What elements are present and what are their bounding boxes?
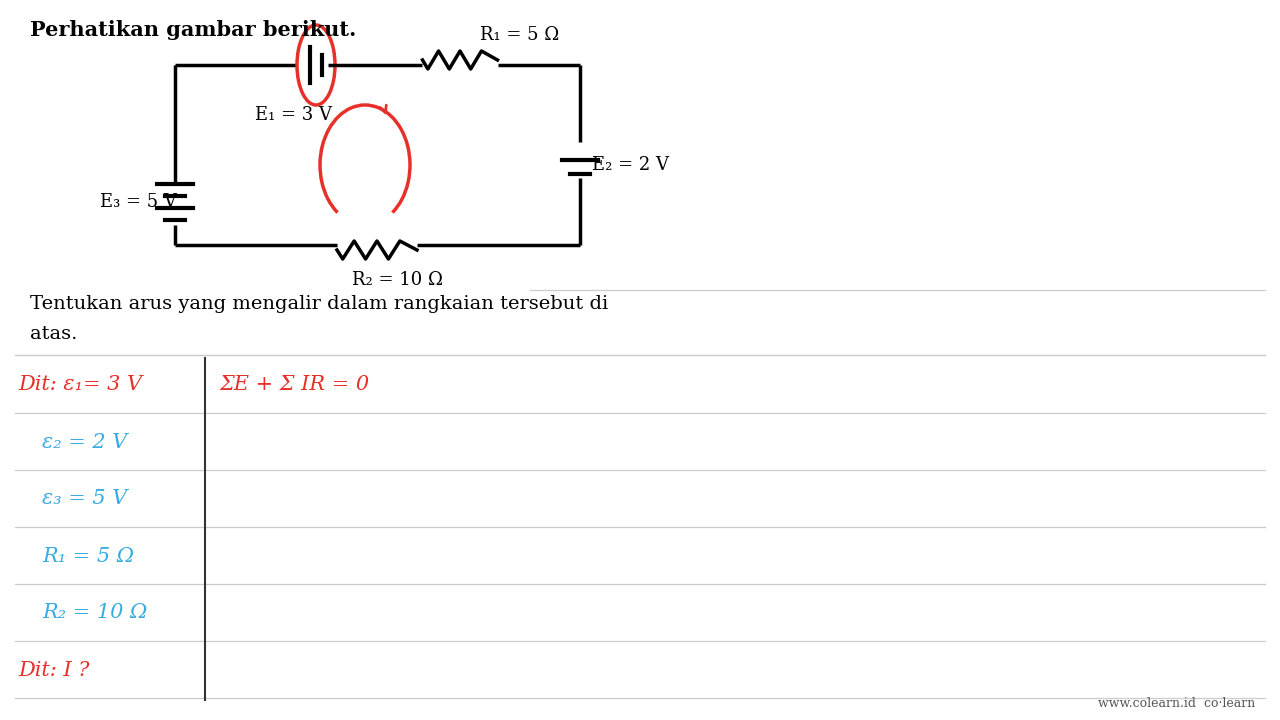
Text: ε₃ = 5 V: ε₃ = 5 V: [42, 490, 128, 508]
Text: E₃ = 5 V: E₃ = 5 V: [100, 193, 177, 211]
Text: R₂ = 10 Ω: R₂ = 10 Ω: [42, 603, 147, 623]
Text: R₁ = 5 Ω: R₁ = 5 Ω: [42, 546, 134, 565]
Text: Dit: ε₁= 3 V: Dit: ε₁= 3 V: [18, 374, 142, 394]
Text: Tentukan arus yang mengalir dalam rangkaian tersebut di: Tentukan arus yang mengalir dalam rangka…: [29, 295, 608, 313]
Text: Perhatikan gambar berikut.: Perhatikan gambar berikut.: [29, 20, 356, 40]
Text: R₂ = 10 Ω: R₂ = 10 Ω: [352, 271, 443, 289]
Text: atas.: atas.: [29, 325, 77, 343]
Text: E₂ = 2 V: E₂ = 2 V: [591, 156, 669, 174]
Text: ε₂ = 2 V: ε₂ = 2 V: [42, 433, 128, 451]
Text: ΣΕ + Σ ΙR = 0: ΣΕ + Σ ΙR = 0: [220, 374, 370, 394]
Text: E₁ = 3 V: E₁ = 3 V: [255, 106, 332, 124]
Text: Dit: I ?: Dit: I ?: [18, 660, 90, 680]
Text: R₁ = 5 Ω: R₁ = 5 Ω: [480, 26, 559, 44]
Text: www.colearn.id  co·learn: www.colearn.id co·learn: [1098, 697, 1254, 710]
